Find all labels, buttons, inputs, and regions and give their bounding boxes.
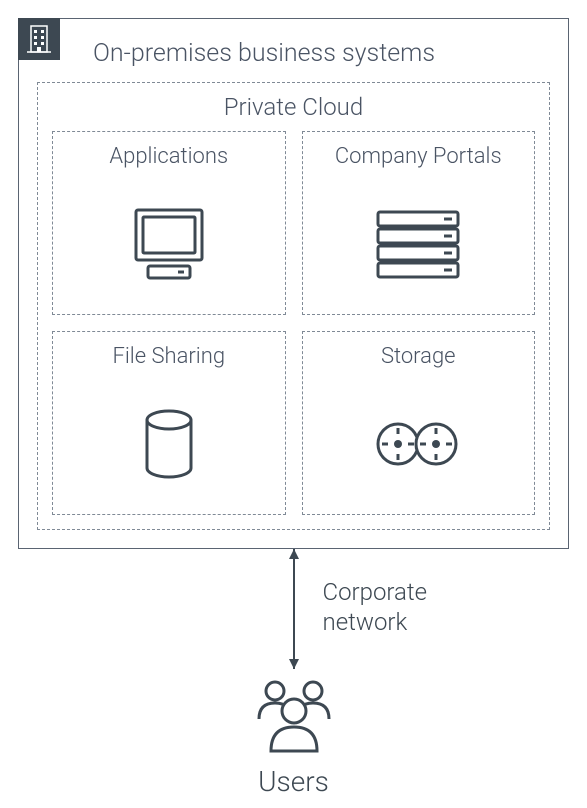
card-file-sharing: File Sharing [52,331,286,515]
users-icon [239,675,349,761]
outer-title: On-premises business systems [93,39,435,68]
arrow-head-down-icon [289,659,299,669]
on-premises-box: On-premises business systems Private Clo… [18,18,569,549]
cards-grid: Applications Company Portals [52,131,535,515]
private-cloud-box: Private Cloud Applications Company Porta… [37,82,550,530]
arrow-label-line1: Corporate [323,578,428,606]
card-title: File Sharing [112,344,225,369]
arrow-label: Corporate network [323,577,428,637]
arrow-label-line2: network [323,608,408,636]
card-applications: Applications [52,131,286,315]
card-company-portals: Company Portals [302,131,536,315]
server-rack-icon [370,185,466,314]
computer-icon [126,185,212,314]
outer-header: On-premises business systems [37,39,550,68]
arrow-head-up-icon [289,549,299,559]
cylinder-icon [139,385,199,514]
card-storage: Storage [302,331,536,515]
private-cloud-title: Private Cloud [52,93,535,121]
users-label: Users [258,765,329,798]
card-title: Applications [109,144,228,169]
card-title: Company Portals [335,144,502,169]
card-title: Storage [381,344,456,369]
discs-icon [370,385,466,514]
below-section: Corporate network Users [18,549,569,798]
arrow-wrap: Corporate network [18,549,569,669]
connection-arrow [293,549,295,669]
building-icon [18,18,60,60]
